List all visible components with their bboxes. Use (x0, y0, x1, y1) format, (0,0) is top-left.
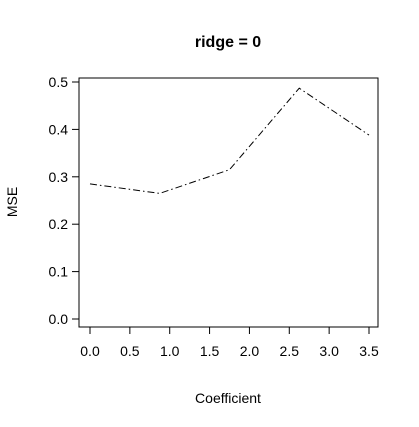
chart-title: ridge = 0 (195, 34, 261, 51)
x-tick-label: 0.5 (120, 343, 140, 359)
x-axis-label: Coefficient (195, 390, 261, 406)
y-axis-label: MSE (4, 187, 20, 217)
plot-frame (78, 77, 379, 328)
x-tick-label: 3.5 (359, 343, 379, 359)
y-tick-label: 0.5 (49, 74, 69, 90)
y-tick-label: 0.2 (49, 216, 69, 232)
y-axis: 0.0 0.1 0.2 0.3 0.4 0.5 (49, 74, 80, 327)
x-tick-label: 1.5 (200, 343, 220, 359)
series-line-0 (89, 87, 370, 194)
x-tick-label: 0.0 (80, 343, 100, 359)
x-tick-label: 1.0 (160, 343, 180, 359)
series-layer (89, 87, 370, 194)
y-tick-label: 0.4 (49, 121, 69, 137)
y-tick-label: 0.1 (49, 264, 69, 280)
x-tick-label: 3.0 (319, 343, 339, 359)
x-tick-label: 2.0 (240, 343, 260, 359)
x-tick-label: 2.5 (280, 343, 300, 359)
y-tick-label: 0.3 (49, 169, 69, 185)
y-tick-label: 0.0 (49, 311, 69, 327)
x-axis: 0.0 0.5 1.0 1.5 2.0 2.5 3.0 3.5 (80, 326, 379, 359)
